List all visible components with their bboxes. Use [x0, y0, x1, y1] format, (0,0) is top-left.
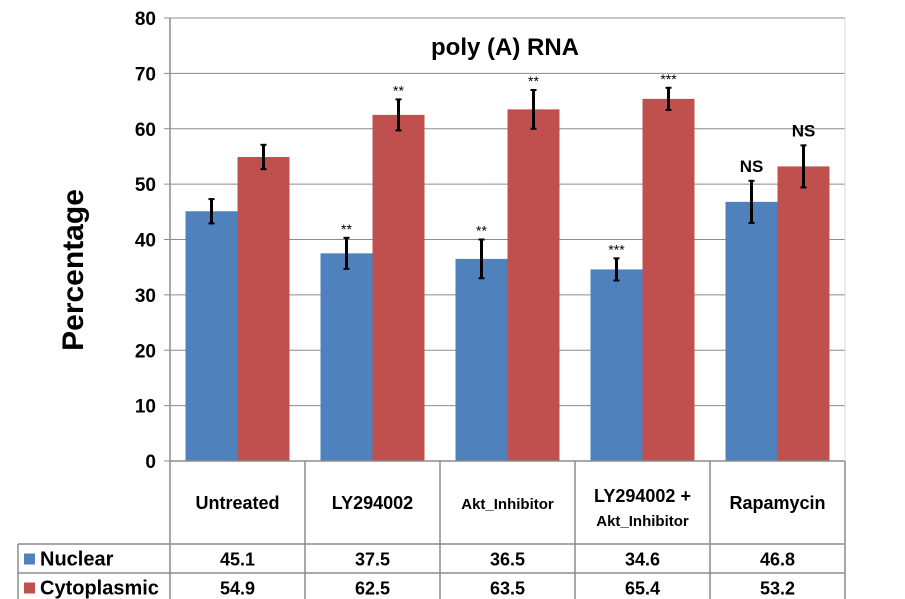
y-axis-label: Percentage — [57, 189, 90, 351]
y-tick-label: 20 — [135, 341, 156, 362]
significance-label: ** — [476, 223, 487, 239]
y-tick-label: 40 — [135, 231, 156, 252]
bar-cytoplasmic-3 — [642, 98, 695, 461]
category-label: Akt_Inhibitor — [596, 513, 689, 530]
table-cell-value: 65.4 — [625, 579, 660, 599]
significance-label: *** — [608, 241, 625, 257]
bar-nuclear-0 — [185, 211, 238, 461]
significance-label: ** — [341, 221, 352, 237]
bar-cytoplasmic-0 — [237, 156, 290, 461]
bar-nuclear-3 — [590, 269, 643, 461]
category-label: Rapamycin — [729, 493, 825, 513]
data-table: Untreated LY294002 Akt_Inhibitor LY294002 +… — [17, 461, 846, 599]
y-tick-label: 0 — [145, 452, 156, 473]
bar-nuclear-4 — [725, 201, 778, 461]
axes — [169, 18, 846, 462]
legend-swatch-cytoplasmic — [24, 582, 35, 594]
y-tick-label: 70 — [135, 64, 156, 85]
bar-nuclear-2 — [455, 258, 508, 461]
table-cell-value: 46.8 — [760, 550, 795, 570]
significance-label: NS — [740, 157, 764, 176]
legend-label-cytoplasmic: Cytoplasmic — [40, 578, 159, 599]
y-tick-label: 30 — [135, 286, 156, 307]
category-label: Untreated — [195, 493, 279, 513]
bar-cytoplasmic-4 — [777, 166, 830, 461]
y-tick-label: 80 — [135, 9, 156, 30]
chart-title: poly (A) RNA — [431, 34, 579, 61]
table-cell-value: 36.5 — [490, 550, 525, 570]
bars — [185, 98, 830, 462]
table-cell-value: 45.1 — [220, 550, 255, 570]
significance-label: NS — [792, 121, 816, 140]
significance-labels: ** *****NS**** ***NS — [341, 71, 815, 258]
significance-label: *** — [660, 71, 677, 87]
significance-label: ** — [528, 73, 539, 89]
table-cell-value: 63.5 — [490, 579, 525, 599]
bar-cytoplasmic-2 — [507, 109, 560, 462]
y-tick-labels: 0 10 20 30 40 50 60 70 80 — [135, 9, 170, 473]
table-cell-value: 34.6 — [625, 550, 660, 570]
bar-cytoplasmic-1 — [372, 114, 425, 461]
category-label: Akt_Inhibitor — [461, 496, 554, 513]
category-label: LY294002 — [332, 493, 413, 513]
significance-label: ** — [393, 82, 404, 98]
category-label: LY294002 + — [594, 486, 691, 506]
y-tick-label: 50 — [135, 175, 156, 196]
table-cell-value: 54.9 — [220, 579, 255, 599]
table-cell-value: 62.5 — [355, 579, 390, 599]
y-tick-label: 10 — [135, 397, 156, 418]
bar-nuclear-1 — [320, 253, 373, 461]
legend-swatch-nuclear — [24, 553, 35, 565]
table-cell-value: 53.2 — [760, 579, 795, 599]
error-bars — [208, 86, 807, 282]
legend-label-nuclear: Nuclear — [40, 549, 114, 571]
y-tick-label: 60 — [135, 120, 156, 141]
table-cell-value: 37.5 — [355, 550, 390, 570]
